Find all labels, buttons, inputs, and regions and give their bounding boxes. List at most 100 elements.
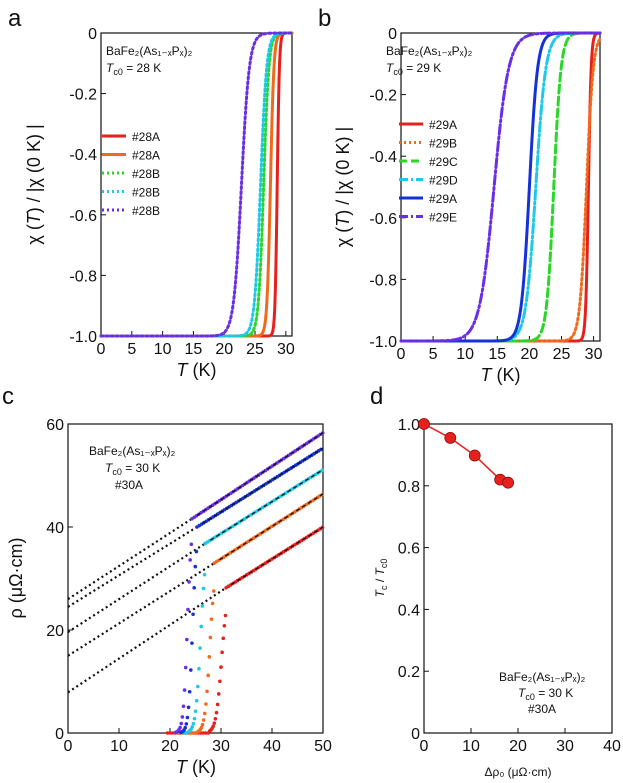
- x-tick-label: 15: [185, 341, 203, 358]
- data-point: [180, 715, 185, 719]
- x-tick-label: 30: [556, 738, 574, 755]
- series-line: [423, 423, 509, 484]
- tc-symbol: T: [106, 61, 115, 75]
- x-axis-label: T (K): [481, 365, 521, 385]
- x-tick-label: 0: [397, 346, 406, 363]
- x-tick-label: 50: [314, 738, 332, 755]
- data-point: [186, 607, 190, 612]
- data-point: [200, 722, 205, 727]
- panel-letter-b: b: [318, 5, 331, 32]
- y-axis-label: χ (T) / |χ (0 K) |: [333, 127, 353, 247]
- data-point: [183, 725, 187, 730]
- tc-symbol: T: [105, 461, 114, 475]
- tc-subscript: c0: [525, 692, 535, 702]
- x-tick-label: 10: [154, 341, 172, 358]
- data-point: [192, 716, 197, 721]
- data-point: [207, 655, 212, 659]
- x-axis-label-var: T: [177, 360, 190, 380]
- y-axis-label: ρ (μΩ·cm): [6, 537, 26, 618]
- legend-label: #29A: [429, 192, 457, 206]
- x-tick-label: 30: [277, 341, 295, 358]
- data-point: [205, 689, 209, 694]
- y-tick-label: 20: [46, 623, 64, 640]
- data-point: [188, 558, 192, 562]
- legend-label: #28B: [132, 186, 160, 200]
- x-tick-label: 5: [429, 346, 438, 363]
- x-tick-label: 25: [246, 341, 264, 358]
- data-point: [181, 704, 186, 709]
- x-tick-label: 20: [509, 738, 527, 755]
- tc-symbol: T: [386, 61, 395, 75]
- data-point: [201, 586, 206, 591]
- data-point: [204, 702, 208, 706]
- y-label-sub2: c0: [379, 559, 389, 569]
- data-point: [182, 688, 187, 692]
- y-tick-label: 0.6: [398, 541, 420, 558]
- y-label-T: T: [373, 588, 387, 597]
- y-label-sub: c: [379, 585, 389, 590]
- tc-value: = 30 K: [535, 686, 573, 700]
- x-tick-label: 0: [64, 738, 73, 755]
- data-point: [185, 715, 190, 720]
- fit-extrapolation-line: [67, 516, 196, 601]
- data-point: [192, 585, 196, 590]
- legend-label: #28B: [132, 204, 160, 218]
- annotation-formula: BaFe₂(As₁₋ₓPₓ)₂: [106, 44, 193, 58]
- data-point: [170, 731, 175, 735]
- fit-line: [209, 469, 324, 541]
- data-point: [215, 702, 220, 707]
- y-axis-label-part: χ (: [24, 224, 44, 244]
- panel-letter-a: a: [8, 5, 22, 32]
- annotation-tc0: Tc0 = 30 K: [518, 686, 573, 702]
- series-line-28B: [99, 31, 294, 338]
- x-tick-label: 0: [420, 738, 429, 755]
- data-point: [178, 725, 182, 730]
- x-tick-label: 30: [212, 738, 230, 755]
- annotation-sample: #30A: [528, 702, 556, 716]
- data-point: [220, 650, 224, 655]
- legend-label: #28A: [132, 149, 160, 163]
- data-point: [444, 432, 457, 444]
- y-tick-label: 1.0: [398, 417, 420, 434]
- data-point: [222, 623, 227, 628]
- y-tick-label: -0.2: [369, 88, 397, 105]
- y-tick-label: 60: [46, 417, 64, 434]
- x-axis-label: T (K): [176, 757, 216, 777]
- y-tick-label: -0.2: [69, 87, 97, 104]
- x-tick-label: 10: [456, 346, 474, 363]
- y-axis-label-part: T: [333, 214, 353, 227]
- data-point: [209, 617, 214, 621]
- y-tick-label: -1.0: [69, 329, 97, 346]
- data-point: [193, 564, 198, 569]
- x-axis-label-unit: (K): [492, 365, 521, 385]
- data-point: [211, 724, 215, 729]
- y-axis-label: χ (T) / |χ (0 K) |: [24, 124, 44, 244]
- data-point: [210, 601, 215, 606]
- data-point: [218, 679, 222, 684]
- y-tick-label: 0: [55, 726, 64, 743]
- data-point: [223, 613, 228, 618]
- y-tick-label: 40: [46, 520, 64, 537]
- data-point: [213, 717, 218, 721]
- panel-letter-d: d: [370, 383, 383, 410]
- x-tick-label: 25: [553, 346, 571, 363]
- y-tick-label: -0.8: [69, 268, 97, 285]
- panel-d: 0 10 20 30 40 0 0.2 0.4 0.6 0.8 1.0 BaFe₂(As₁₋ₓPₓ)₂…: [373, 417, 621, 779]
- tc-subscript: c0: [113, 67, 123, 77]
- data-point: [184, 731, 189, 735]
- x-axis-label-unit: (K): [187, 757, 216, 777]
- y-tick-label: 0: [411, 726, 420, 743]
- data-point: [202, 572, 207, 577]
- x-axis-label: T (K): [177, 360, 217, 380]
- y-axis-label-part: ) / |χ (0 K) |: [24, 124, 44, 213]
- data-point: [202, 711, 207, 716]
- series-line-29B: [399, 37, 602, 343]
- data-point: [196, 684, 200, 689]
- data-point: [200, 604, 205, 608]
- data-point: [199, 624, 204, 629]
- data-point: [191, 731, 196, 735]
- annotation-formula: BaFe₂(As₁₋ₓPₓ)₂: [89, 444, 176, 458]
- y-tick-label: -1.0: [369, 334, 397, 351]
- annotation-tc0: Tc0 = 28 K: [106, 61, 161, 77]
